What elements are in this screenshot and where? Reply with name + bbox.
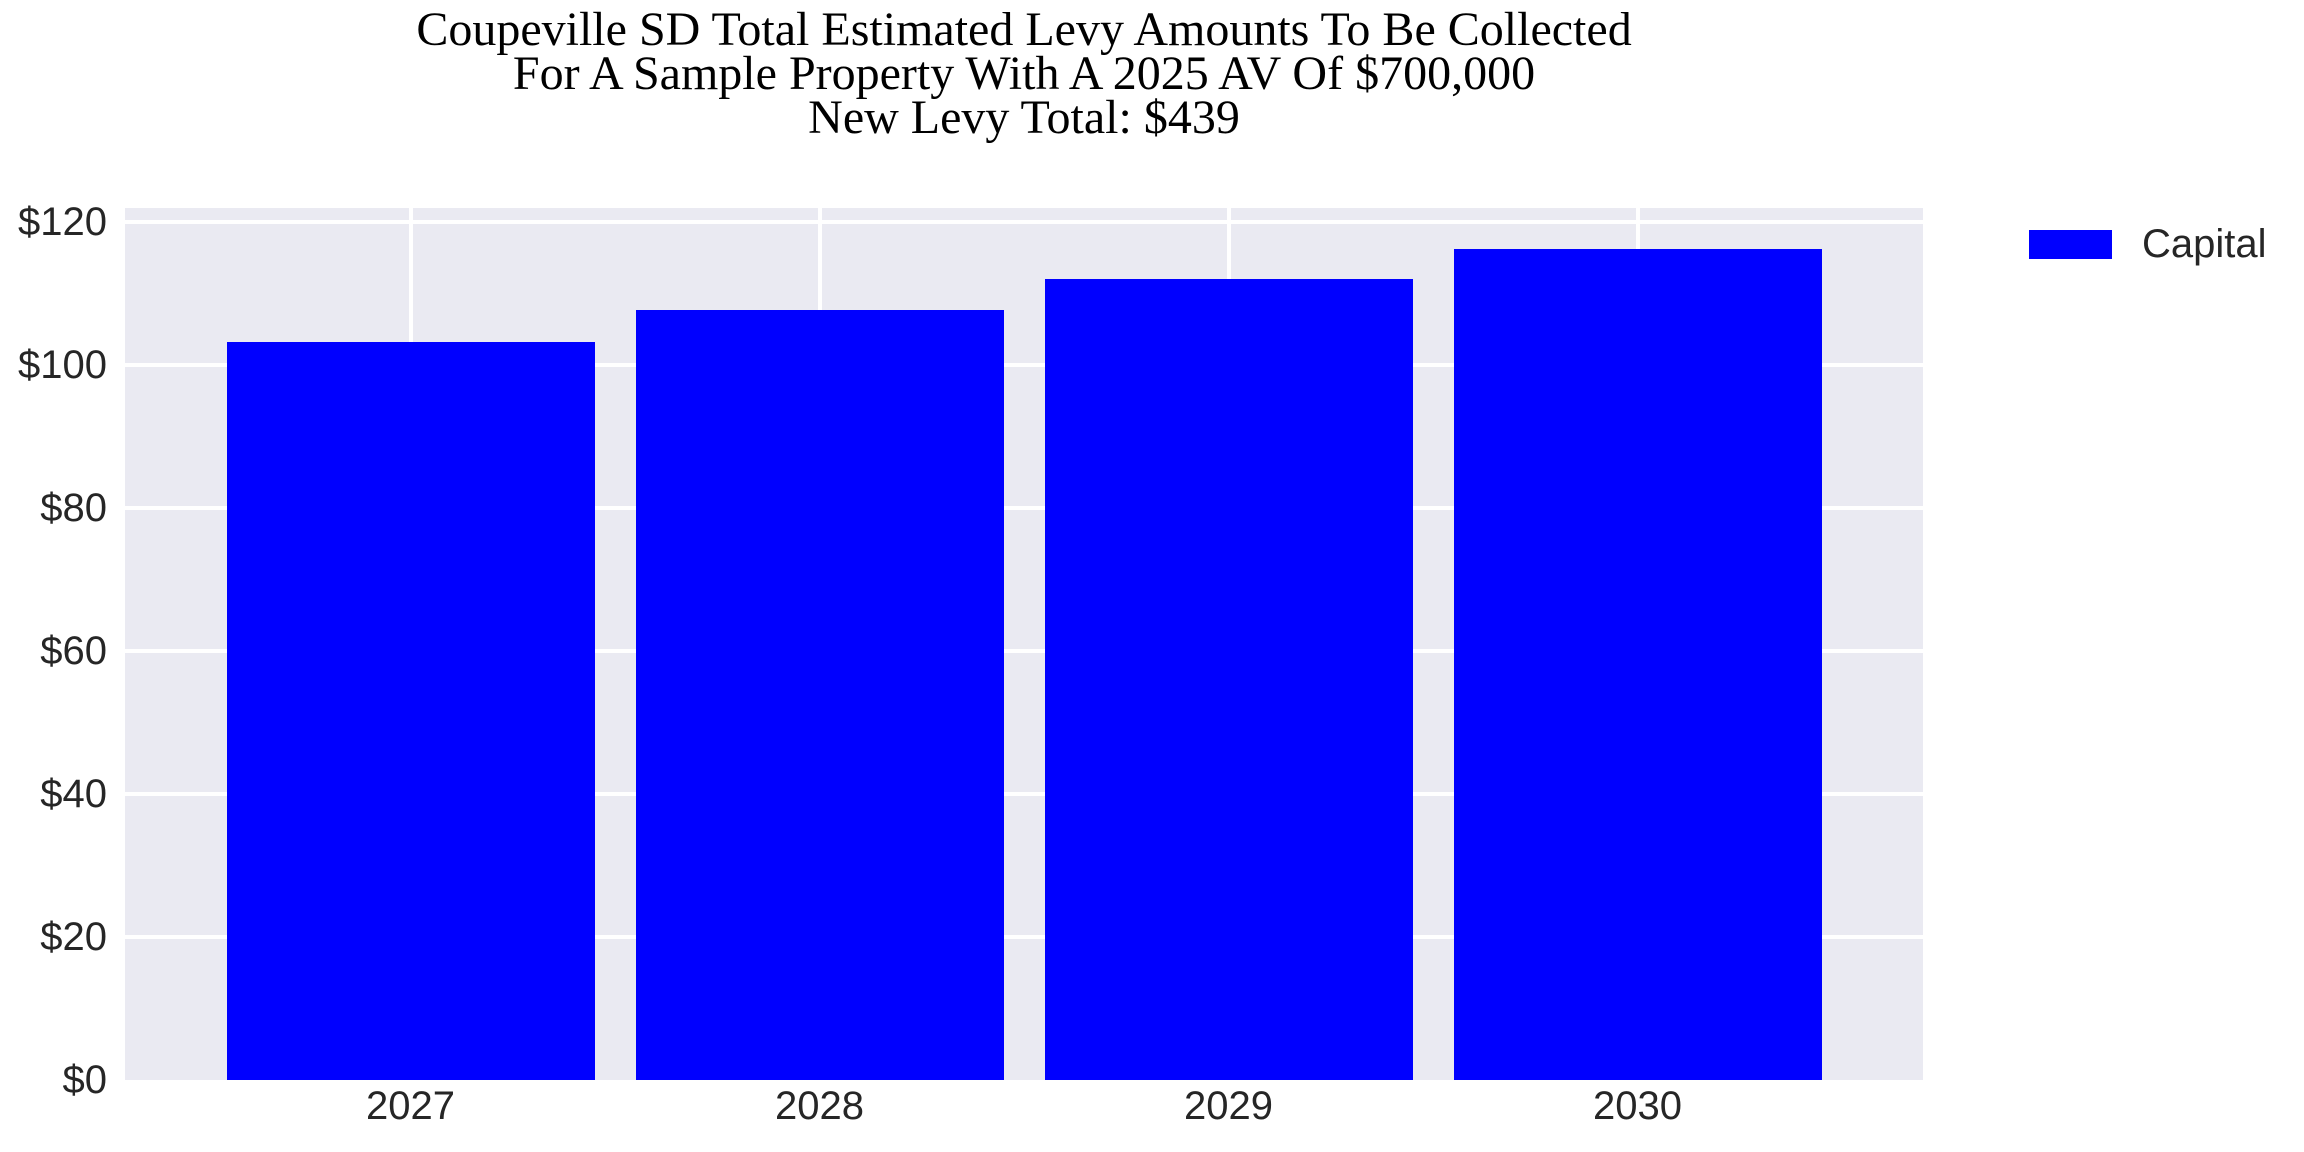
y-tick-label-40: $40 <box>40 772 107 817</box>
chart-title: Coupeville SD Total Estimated Levy Amoun… <box>125 3 1923 144</box>
chart-title-line-2: For A Sample Property With A 2025 AV Of … <box>512 47 1536 100</box>
gridline-y-20 <box>125 935 1923 940</box>
x-tick-label-2028: 2028 <box>775 1084 864 1128</box>
y-tick-label-60: $60 <box>40 629 107 674</box>
y-tick-label-0: $0 <box>62 1058 108 1102</box>
x-tick-label-2029: 2029 <box>1184 1084 1273 1128</box>
bar-2029 <box>1044 279 1413 1080</box>
y-tick-label-100: $100 <box>18 343 107 388</box>
gridline-y-100 <box>125 363 1923 368</box>
gridline-y-120 <box>125 220 1923 225</box>
chart-title-line-1: Coupeville SD Total Estimated Levy Amoun… <box>416 3 1632 56</box>
chart-title-line-3: New Levy Total: $439 <box>808 91 1240 144</box>
gridline-y-40 <box>125 792 1923 797</box>
bar-2030 <box>1453 248 1822 1080</box>
y-axis: $0 $20 $40 $60 $80 $100 $120 <box>0 200 107 1102</box>
x-tick-label-2030: 2030 <box>1593 1084 1682 1128</box>
plot-area <box>125 208 1923 1080</box>
y-tick-label-80: $80 <box>40 486 107 531</box>
y-tick-label-20: $20 <box>40 915 107 960</box>
legend-swatch-capital <box>2029 229 2112 259</box>
gridline-y-60 <box>125 649 1923 654</box>
y-tick-label-120: $120 <box>18 200 107 245</box>
gridline-y-80 <box>125 506 1923 511</box>
legend-label-capital: Capital <box>2142 222 2267 266</box>
bar-2027 <box>226 341 595 1080</box>
x-axis: 2027 2028 2029 2030 <box>125 1084 1923 1144</box>
legend: Capital <box>2029 222 2267 266</box>
x-tick-label-2027: 2027 <box>366 1084 455 1128</box>
bar-2028 <box>635 310 1004 1080</box>
